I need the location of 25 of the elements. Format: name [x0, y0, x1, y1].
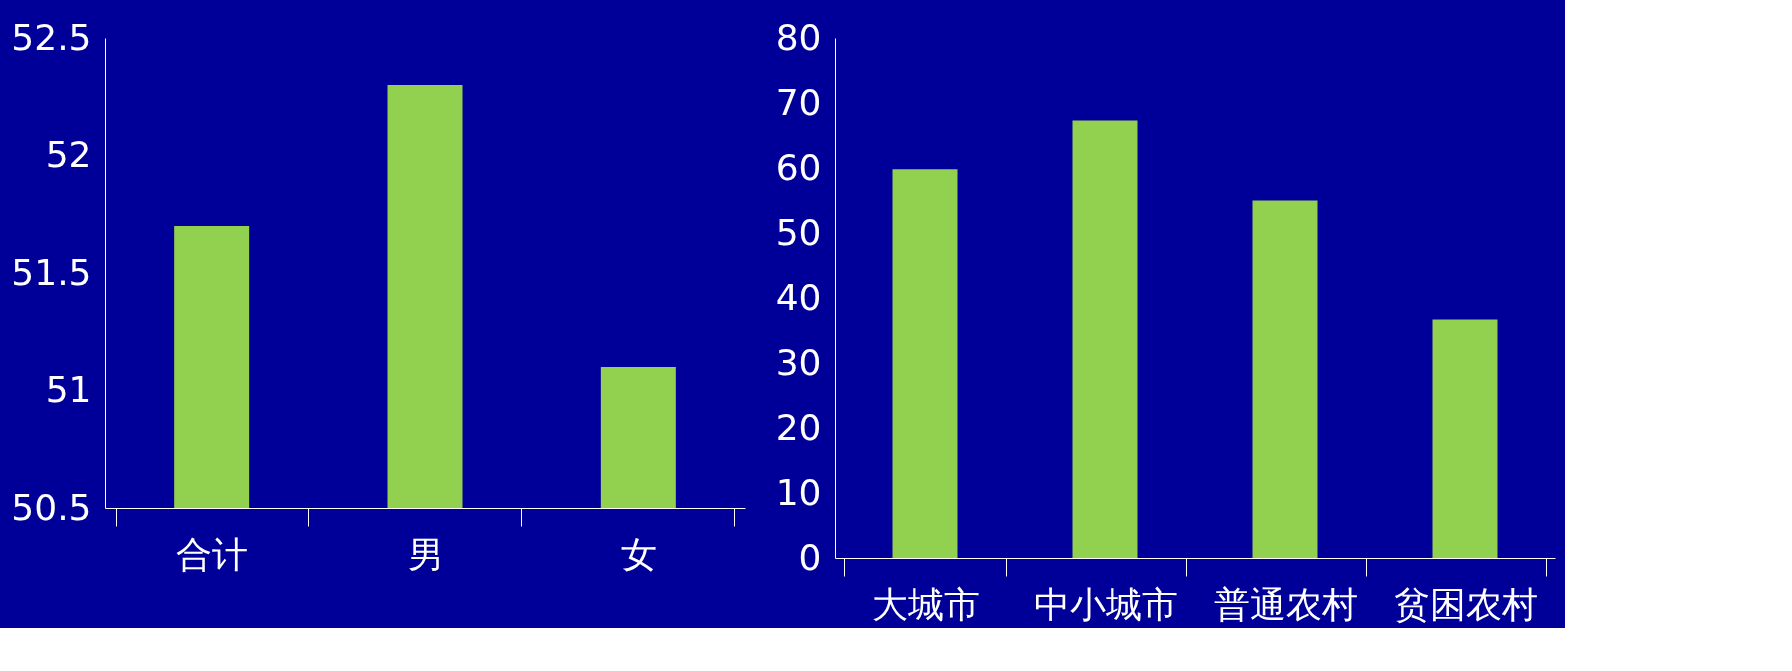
x-tick-label: 男	[407, 533, 444, 575]
x-tick-label: 女	[620, 533, 657, 575]
y-tick-label: 50.5	[11, 486, 92, 528]
y-tick-label: 52.5	[11, 16, 92, 58]
x-tick-label: 合计	[176, 533, 249, 575]
bar	[1072, 120, 1138, 558]
bar	[892, 169, 958, 558]
y-tick-label: 52	[45, 134, 92, 175]
bar	[1432, 319, 1498, 558]
y-tick-label: 50	[775, 211, 822, 253]
x-tick-label: 大城市	[871, 583, 980, 625]
y-tick-label: 80	[775, 16, 822, 58]
x-tick-label: 普通农村	[1213, 583, 1358, 625]
x-tick-label: 贫困农村	[1393, 583, 1538, 625]
y-tick-label: 40	[775, 276, 822, 318]
bar	[1252, 200, 1318, 558]
y-tick-label: 20	[775, 406, 822, 448]
y-tick-label: 60	[775, 146, 822, 188]
y-tick-label: 51	[45, 369, 92, 410]
y-tick-label: 10	[775, 471, 822, 513]
y-tick-label: 0	[798, 536, 822, 578]
y-tick-label: 51.5	[11, 251, 92, 293]
y-tick-label: 30	[775, 341, 822, 383]
y-tick-label: 70	[775, 81, 822, 123]
x-tick-label: 中小城市	[1033, 583, 1178, 625]
